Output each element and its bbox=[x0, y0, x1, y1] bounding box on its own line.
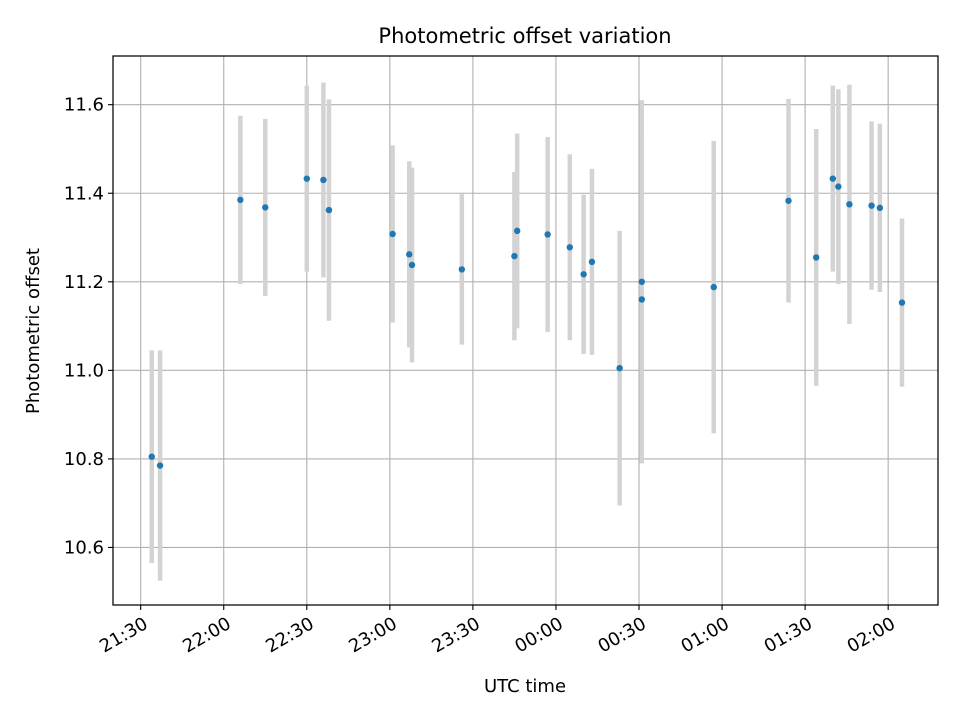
data-point bbox=[408, 261, 416, 269]
y-tick-label: 11.6 bbox=[64, 95, 104, 116]
data-point bbox=[898, 299, 906, 306]
data-point bbox=[262, 204, 269, 211]
data-point bbox=[320, 176, 327, 184]
data-point bbox=[325, 206, 333, 214]
y-tick-label: 11.0 bbox=[64, 360, 104, 381]
grid bbox=[113, 56, 938, 605]
data-point bbox=[835, 183, 842, 190]
x-axis-title: UTC time bbox=[484, 676, 566, 697]
data-point bbox=[458, 266, 466, 273]
data-point bbox=[785, 197, 792, 204]
data-point bbox=[812, 254, 820, 261]
data-point bbox=[638, 278, 645, 285]
data-point bbox=[580, 271, 587, 278]
data-point bbox=[156, 462, 164, 469]
data-point bbox=[638, 296, 645, 303]
data-point bbox=[566, 244, 573, 251]
data-point bbox=[237, 196, 244, 204]
data-point bbox=[406, 251, 413, 258]
data-point bbox=[616, 364, 623, 372]
y-axis-title: Photometric offset bbox=[23, 248, 44, 414]
y-axis-ticks: 10.6 10.8 11.0 11.2 11.4 11.6 bbox=[64, 95, 113, 558]
data-point bbox=[588, 258, 596, 266]
plot-frame bbox=[112, 55, 939, 606]
y-tick-label: 10.6 bbox=[64, 537, 104, 558]
data-point bbox=[513, 227, 521, 235]
data-point bbox=[846, 201, 853, 208]
data-point bbox=[829, 175, 836, 182]
chart-title: Photometric offset variation bbox=[378, 24, 671, 48]
y-tick-label: 11.2 bbox=[64, 272, 104, 293]
y-tick-label: 11.4 bbox=[64, 183, 104, 204]
plot-area bbox=[113, 56, 938, 605]
data-points bbox=[148, 175, 906, 469]
data-point bbox=[511, 252, 518, 260]
data-point bbox=[544, 231, 551, 238]
data-point bbox=[148, 453, 155, 460]
y-tick-label: 10.8 bbox=[64, 449, 104, 470]
data-point bbox=[868, 202, 875, 209]
data-point bbox=[303, 175, 310, 182]
data-point bbox=[389, 230, 396, 238]
data-point bbox=[710, 283, 717, 291]
data-point bbox=[876, 204, 884, 212]
